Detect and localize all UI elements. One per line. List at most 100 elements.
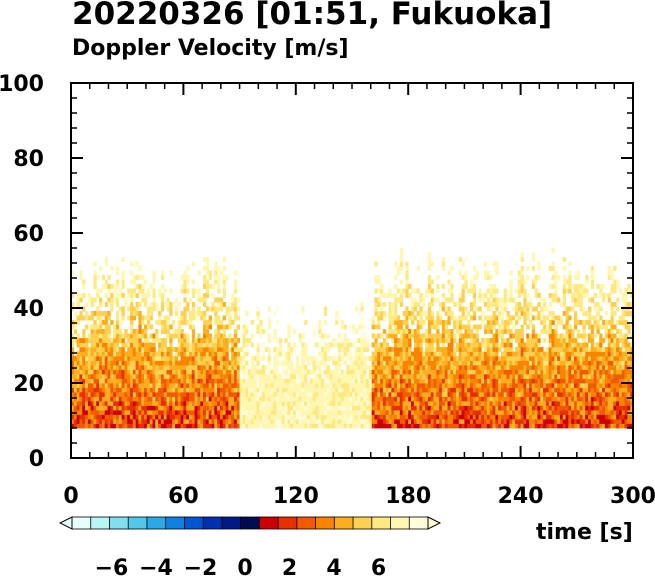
heatmap-cell [250, 342, 255, 348]
heatmap-cell [225, 423, 229, 429]
heatmap-cell [262, 378, 266, 384]
heatmap-cell [388, 423, 392, 429]
heatmap-cell [371, 315, 375, 321]
heatmap-cell [506, 342, 510, 348]
heatmap-cell [402, 329, 406, 334]
heatmap-cell [352, 342, 356, 348]
heatmap-cell [422, 369, 426, 375]
heatmap-cell [579, 284, 583, 289]
heatmap-cell [292, 423, 297, 429]
heatmap-cell [613, 369, 617, 375]
heatmap-cell [571, 383, 575, 388]
heatmap-cell [562, 383, 566, 388]
heatmap-cell [149, 401, 153, 406]
heatmap-cell [82, 369, 86, 375]
heatmap-cell [132, 333, 137, 339]
heatmap-cell [394, 351, 398, 357]
heatmap-cell [602, 392, 606, 397]
heatmap-cell [335, 338, 339, 343]
heatmap-cell [231, 419, 235, 424]
heatmap-cell [312, 356, 316, 361]
heatmap-cell [180, 387, 184, 393]
heatmap-cell [411, 387, 415, 393]
heatmap-cell [506, 387, 510, 393]
heatmap-cell [135, 342, 139, 348]
heatmap-cell [118, 383, 122, 388]
heatmap-cell [276, 423, 280, 429]
heatmap-cell [382, 347, 387, 352]
heatmap-cell [130, 279, 134, 285]
heatmap-cell [621, 405, 625, 411]
heatmap-cell [380, 396, 384, 402]
heatmap-cell [259, 333, 263, 339]
heatmap-cell [495, 423, 499, 429]
heatmap-cell [371, 383, 375, 388]
heatmap-cell [399, 329, 403, 334]
heatmap-cell [593, 387, 597, 393]
heatmap-cell [363, 392, 367, 397]
heatmap-cell [408, 342, 412, 348]
heatmap-cell [169, 342, 173, 348]
heatmap-cell [115, 342, 120, 348]
heatmap-cell [503, 378, 507, 384]
heatmap-cell [189, 320, 193, 325]
heatmap-cell [506, 401, 510, 406]
heatmap-cell [228, 365, 232, 370]
heatmap-cell [152, 333, 156, 339]
heatmap-cell [115, 419, 120, 424]
heatmap-cell [405, 356, 409, 361]
heatmap-cell [388, 360, 392, 366]
heatmap-cell [441, 401, 446, 406]
heatmap-cell [248, 414, 252, 420]
heatmap-cell [96, 356, 100, 361]
heatmap-cell [453, 302, 457, 307]
heatmap-cell [290, 365, 294, 370]
heatmap-cell [233, 333, 238, 339]
heatmap-cell [228, 311, 232, 316]
heatmap-cell [554, 423, 558, 429]
heatmap-cell [146, 383, 151, 388]
heatmap-cell [450, 401, 454, 406]
heatmap-cell [453, 356, 457, 361]
heatmap-cell [534, 360, 538, 366]
heatmap-cell [444, 356, 448, 361]
heatmap-cell [124, 365, 128, 370]
heatmap-cell [573, 387, 578, 393]
heatmap-cell [304, 351, 308, 357]
heatmap-cell [439, 365, 443, 370]
heatmap-cell [484, 378, 488, 384]
heatmap-cell [231, 405, 235, 411]
heatmap-cell [245, 351, 249, 357]
heatmap-cell [478, 342, 482, 348]
heatmap-cell [394, 306, 398, 312]
heatmap-cell [430, 311, 434, 316]
heatmap-cell [231, 365, 235, 370]
heatmap-cell [366, 347, 370, 352]
heatmap-cell [276, 410, 280, 415]
heatmap-cell [90, 414, 94, 420]
heatmap-cell [250, 423, 255, 429]
heatmap-cell [422, 410, 426, 415]
heatmap-cell [225, 419, 229, 424]
heatmap-cell [253, 414, 257, 420]
heatmap-cell [492, 405, 496, 411]
heatmap-cell [360, 410, 364, 415]
heatmap-cell [382, 293, 387, 298]
heatmap-cell [402, 288, 406, 294]
heatmap-cell [163, 374, 167, 379]
heatmap-cell [183, 383, 187, 388]
heatmap-cell [422, 365, 426, 370]
heatmap-cell [172, 374, 176, 379]
heatmap-cell [588, 311, 592, 316]
heatmap-cell [90, 347, 94, 352]
heatmap-cell [203, 378, 207, 384]
heatmap-cell [427, 414, 432, 420]
heatmap-cell [368, 387, 373, 393]
heatmap-cell [416, 378, 420, 384]
heatmap-cell [82, 279, 86, 285]
heatmap-cell [366, 401, 370, 406]
heatmap-cell [562, 378, 566, 384]
heatmap-cell [562, 365, 566, 370]
heatmap-cell [295, 419, 300, 424]
heatmap-cell [93, 261, 97, 267]
